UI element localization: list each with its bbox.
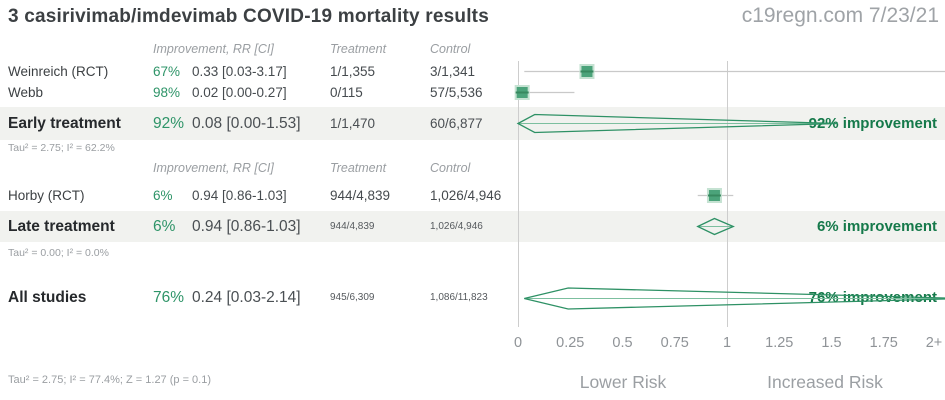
summary-treatment-count: 1/1,470 [330, 116, 376, 131]
late-treatment-band [0, 211, 945, 242]
summary-rr-ci: 0.08 [0.00-1.53] [192, 115, 301, 132]
study-rr-ci: 0.94 [0.86-1.03] [192, 188, 287, 203]
axis-tick-label: 2+ [926, 335, 943, 351]
summary-name: All studies [8, 289, 87, 306]
increased-risk-axis-label: Increased Risk [767, 372, 883, 392]
study-improvement: 98% [153, 85, 181, 100]
axis-tick-label: 1 [723, 335, 731, 351]
axis-tick-label: 1.75 [870, 335, 898, 351]
col-improvement-header: Improvement, RR [CI] [153, 161, 274, 175]
late-improvement-label: 6% improvement [816, 218, 937, 235]
table-row: Horby (RCT) 6% 0.94 [0.86-1.03] 944/4,83… [0, 188, 945, 204]
summary-improvement: 92% [153, 115, 185, 132]
study-rr-ci: 0.02 [0.00-0.27] [192, 85, 287, 100]
early-treatment-summary-row: Early treatment 92% 0.08 [0.00-1.53] 1/1… [0, 107, 945, 132]
axis-tick-label: 0.25 [556, 335, 584, 351]
summary-treatment-count: 945/6,309 [330, 292, 375, 303]
axis-tick-label: 1.25 [765, 335, 793, 351]
summary-improvement: 76% [153, 289, 185, 306]
lower-risk-axis-label: Lower Risk [579, 372, 667, 392]
summary-improvement: 6% [153, 218, 176, 235]
axis-tick-label: 0.75 [661, 335, 689, 351]
col-improvement-header: Improvement, RR [CI] [153, 42, 274, 56]
study-treatment-count: 0/115 [330, 85, 363, 100]
col-treatment-header: Treatment [330, 161, 387, 175]
page-title: 3 casirivimab/imdevimab COVID-19 mortali… [8, 6, 489, 27]
late-heterogeneity-stats: Tau² = 0.00; I² = 0.0% [8, 247, 109, 259]
summary-treatment-count: 944/4,839 [330, 221, 375, 232]
column-header-row: Improvement, RR [CI] Treatment Control [0, 42, 945, 58]
axis-tick-label: 1.5 [821, 335, 841, 351]
table-row: Weinreich (RCT) 67% 0.33 [0.03-3.17] 1/1… [0, 64, 945, 80]
study-improvement: 67% [153, 64, 181, 79]
study-name[interactable]: Horby (RCT) [8, 188, 85, 203]
overall-heterogeneity-stats: Tau² = 2.75; I² = 77.4%; Z = 1.27 (p = 0… [8, 374, 212, 386]
table-row: Webb 98% 0.02 [0.00-0.27] 0/115 57/5,536 [0, 85, 945, 101]
early-improvement-label: 92% improvement [808, 115, 937, 132]
overall-improvement-label: 76% improvement [808, 289, 937, 306]
study-name[interactable]: Webb [8, 85, 44, 100]
all-studies-summary-row: All studies 76% 0.24 [0.03-2.14] 945/6,3… [0, 287, 945, 309]
study-improvement: 6% [153, 188, 173, 203]
study-treatment-count: 1/1,355 [330, 64, 376, 79]
col-control-header: Control [430, 42, 471, 56]
col-control-header: Control [430, 161, 471, 175]
summary-rr-ci: 0.24 [0.03-2.14] [192, 289, 301, 306]
late-treatment-summary-row: Late treatment 6% 0.94 [0.86-1.03] 944/4… [0, 211, 945, 235]
study-treatment-count: 944/4,839 [330, 188, 391, 203]
source-link[interactable]: c19regn.com 7/23/21 [741, 4, 939, 27]
summary-rr-ci: 0.94 [0.86-1.03] [192, 218, 301, 235]
column-header-row: Improvement, RR [CI] Treatment Control [0, 161, 945, 177]
study-name[interactable]: Weinreich (RCT) [8, 64, 109, 79]
summary-control-count: 1,026/4,946 [430, 221, 483, 232]
col-treatment-header: Treatment [330, 42, 387, 56]
summary-control-count: 60/6,877 [430, 116, 483, 131]
axis-tick-label: 0.5 [612, 335, 632, 351]
axis-tick-label: 0 [514, 335, 522, 351]
summary-name: Early treatment [8, 115, 121, 132]
study-control-count: 3/1,341 [430, 64, 476, 79]
study-control-count: 1,026/4,946 [430, 188, 502, 203]
summary-control-count: 1,086/11,823 [430, 292, 488, 303]
summary-name: Late treatment [8, 218, 115, 235]
study-control-count: 57/5,536 [430, 85, 483, 100]
early-heterogeneity-stats: Tau² = 2.75; I² = 62.2% [8, 142, 115, 154]
study-rr-ci: 0.33 [0.03-3.17] [192, 64, 287, 79]
